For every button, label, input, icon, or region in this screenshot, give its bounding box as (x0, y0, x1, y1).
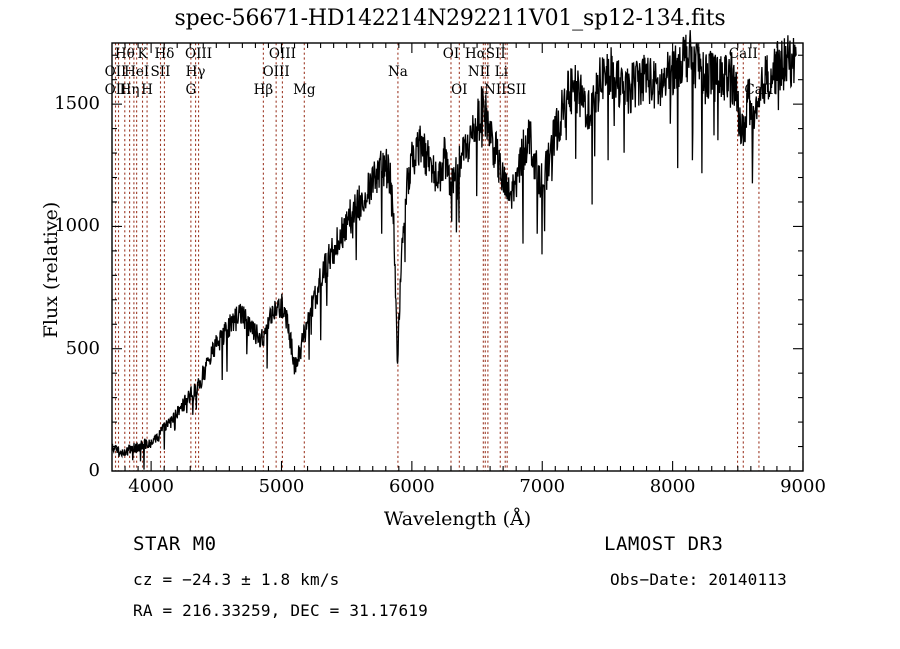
spectral-line-label: SII (150, 64, 171, 80)
spectral-line-label: Hθ (114, 46, 135, 62)
spectral-line-label: CaII (744, 82, 774, 98)
spectral-line-label: NII Li (467, 64, 508, 80)
x-tick-label: 7000 (519, 476, 566, 497)
spectral-line-label: Hβ (253, 82, 274, 98)
spectral-line-label: HαSII (464, 46, 506, 62)
spectral-line-label: OIII (185, 46, 213, 62)
redshift-velocity-label: cz = −24.3 ± 1.8 km/s (133, 570, 340, 589)
spectral-line-label: OII (104, 82, 127, 98)
x-tick-label: 4000 (128, 476, 175, 497)
spectral-line-label: OI (451, 82, 468, 98)
spectral-line-label: OII (104, 64, 127, 80)
survey-label: LAMOST DR3 (604, 533, 724, 555)
page-title: spec-56671-HD142214N292211V01_sp12-134.f… (174, 6, 726, 31)
spectral-line-label: Hγ (185, 64, 206, 80)
spectral-line-label: G (185, 82, 197, 98)
spectral-line-label: OIII (262, 64, 290, 80)
spectral-line-label: Na (387, 64, 408, 80)
x-tick-label: 8000 (649, 476, 696, 497)
spectral-line-label: OIII (268, 46, 296, 62)
spectral-line-label: NIISII (484, 82, 527, 98)
y-tick-label: 1000 (54, 215, 100, 237)
spectral-line-label: CaII (728, 46, 758, 62)
spectral-line-label: K (137, 46, 148, 62)
x-tick-label: 9000 (780, 476, 826, 497)
coordinates-label: RA = 216.33259, DEC = 31.17619 (133, 601, 428, 620)
spectral-line-label: Mg (293, 82, 316, 98)
x-tick-label: 5000 (258, 476, 305, 497)
plot-frame (111, 42, 804, 472)
y-tick-label: 1500 (54, 93, 100, 115)
x-axis-title: Wavelength (Å) (383, 508, 532, 530)
spectral-line-label: HeI (124, 64, 150, 80)
spectral-line-markers (114, 43, 760, 471)
object-class-label: STAR M0 (133, 533, 217, 555)
y-axis-title: Flux (relative) (40, 201, 62, 339)
spectral-line-label: Hη (119, 82, 140, 98)
spectral-line-label: H (141, 82, 153, 98)
spectral-line-label: OI (442, 46, 460, 62)
y-tick-label: 500 (65, 337, 100, 359)
x-tick-label: 6000 (388, 476, 435, 497)
spectrum-curve (111, 30, 797, 470)
spectral-line-label: Hδ (154, 46, 175, 62)
y-tick-label: 0 (88, 460, 100, 481)
observation-date-label: Obs−Date: 20140113 (610, 570, 787, 589)
